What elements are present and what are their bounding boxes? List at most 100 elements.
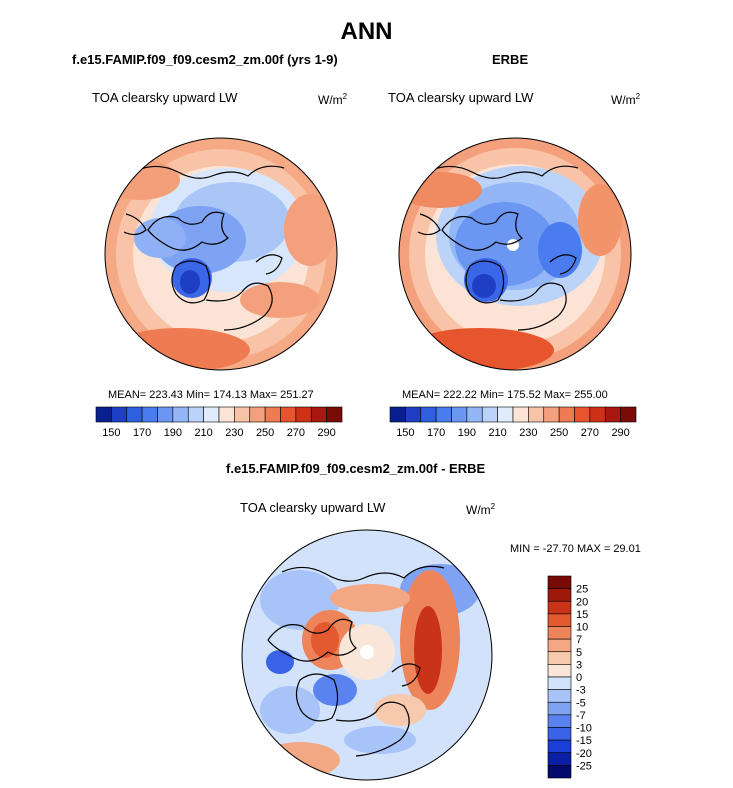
model-colorbar-label: 150 xyxy=(102,427,120,439)
obs-colorbar-swatch xyxy=(604,406,621,423)
diff-colorbar-label: -3 xyxy=(576,685,586,697)
diff-colorbar-swatch xyxy=(547,739,572,754)
obs-colorbar-swatch xyxy=(420,406,437,423)
model-colorbar-label: 270 xyxy=(287,427,305,439)
model-variable-label: TOA clearsky upward LW xyxy=(92,90,238,105)
model-colorbar-swatch xyxy=(157,406,174,423)
diff-colorbar-label: 0 xyxy=(576,672,582,684)
diff-colorbar-label: 10 xyxy=(576,622,588,634)
model-colorbar-swatch xyxy=(111,406,128,423)
model-colorbar-label: 250 xyxy=(256,427,274,439)
model-colorbar-label: 290 xyxy=(317,427,335,439)
model-colorbar-swatch xyxy=(126,406,143,423)
diff-map-border xyxy=(241,529,493,781)
obs-colorbar-label: 230 xyxy=(519,427,537,439)
diff-colorbar-label: 20 xyxy=(576,596,588,608)
diff-stats: MIN = -27.70 MAX = 29.01 xyxy=(510,543,641,555)
diff-colorbar-swatch xyxy=(547,676,572,690)
obs-map-border xyxy=(398,137,632,371)
obs-colorbar-label: 270 xyxy=(581,427,599,439)
diff-colorbar-label: -5 xyxy=(576,697,586,709)
model-colorbar-swatch xyxy=(172,406,189,423)
model-map-border xyxy=(104,137,338,371)
obs-colorbar-swatch xyxy=(405,406,422,423)
obs-colorbar-swatch xyxy=(543,406,560,423)
diff-colorbar-swatch xyxy=(547,664,572,678)
model-colorbar-swatch xyxy=(141,406,158,423)
diff-colorbar-swatch xyxy=(547,651,572,665)
diff-colorbar-label: 15 xyxy=(576,609,588,621)
diff-colorbar-swatch xyxy=(547,638,572,653)
main-title: ANN xyxy=(340,18,393,45)
diff-colorbar-swatch xyxy=(547,600,572,615)
obs-colorbar-swatch xyxy=(497,406,514,423)
diff-colorbar-label: -7 xyxy=(576,710,586,722)
model-colorbar-swatch xyxy=(326,406,343,423)
model-colorbar-swatch xyxy=(264,406,281,423)
obs-colorbar-swatch xyxy=(589,406,606,423)
obs-colorbar-label: 210 xyxy=(488,427,506,439)
obs-colorbar-swatch xyxy=(451,406,468,423)
obs-coastlines xyxy=(417,165,579,331)
obs-colorbar-swatch xyxy=(558,406,575,423)
diff-colorbar-swatch xyxy=(547,727,572,741)
diff-units: W/m2 xyxy=(466,502,496,517)
obs-colorbar-swatch xyxy=(466,406,483,423)
obs-colorbar-label: 170 xyxy=(427,427,445,439)
diff-colorbar-label: -25 xyxy=(576,760,592,772)
obs-units: W/m2 xyxy=(611,92,641,107)
model-colorbar-swatch xyxy=(295,406,312,423)
obs-colorbar-swatch xyxy=(574,406,591,423)
obs-colorbar-label: 150 xyxy=(396,427,414,439)
obs-colorbar-label: 190 xyxy=(458,427,476,439)
diff-colorbar-label: 25 xyxy=(576,584,588,596)
obs-colorbar-swatch xyxy=(620,406,637,423)
model-case-title: f.e15.FAMIP.f09_f09.cesm2_zm.00f (yrs 1-… xyxy=(72,52,338,67)
obs-map xyxy=(399,138,631,370)
obs-colorbar-swatch xyxy=(512,406,529,423)
diff-colorbar-label: -20 xyxy=(576,748,592,760)
model-map xyxy=(105,138,337,370)
model-colorbar-label: 210 xyxy=(194,427,212,439)
diff-colorbar-swatch xyxy=(547,689,572,703)
obs-variable-label: TOA clearsky upward LW xyxy=(388,90,534,105)
diff-colorbar-swatch xyxy=(547,575,572,589)
model-colorbar-swatch xyxy=(234,406,251,423)
model-colorbar-swatch xyxy=(310,406,327,423)
diff-colorbar-label: -15 xyxy=(576,735,592,747)
obs-colorbar-swatch xyxy=(389,406,406,423)
model-colorbar-swatch xyxy=(95,406,112,423)
model-stats: MEAN= 223.43 Min= 174.13 Max= 251.27 xyxy=(108,389,314,401)
obs-colorbar-label: 290 xyxy=(611,427,629,439)
obs-colorbar-swatch xyxy=(481,406,498,423)
diff-colorbar-swatch xyxy=(547,613,572,627)
model-coastlines xyxy=(123,165,285,331)
model-colorbar-label: 230 xyxy=(225,427,243,439)
diff-colorbar-swatch xyxy=(547,714,572,728)
model-colorbar-swatch xyxy=(218,406,235,423)
model-colorbar: 150 170 190 210 230 250 270 290 xyxy=(95,406,343,439)
diff-coastlines xyxy=(267,565,445,757)
diff-colorbar-label: 5 xyxy=(576,647,582,659)
diff-colorbar-label: -10 xyxy=(576,723,592,735)
obs-colorbar: 150 170 190 210 230 250 270 290 xyxy=(389,406,637,439)
diff-colorbar-swatch xyxy=(547,765,572,779)
diff-colorbar-swatch xyxy=(547,752,572,766)
diff-colorbar-label: 3 xyxy=(576,659,582,671)
model-colorbar-swatch xyxy=(203,406,220,423)
model-colorbar-swatch xyxy=(249,406,266,423)
diff-colorbar-swatch xyxy=(547,588,572,602)
diff-colorbar-swatch xyxy=(547,626,572,640)
model-colorbar-label: 170 xyxy=(133,427,151,439)
diff-colorbar-swatch xyxy=(547,701,572,716)
diff-colorbar-label: 7 xyxy=(576,634,582,646)
model-colorbar-swatch xyxy=(187,406,204,423)
diff-map xyxy=(242,530,492,780)
model-colorbar-swatch xyxy=(280,406,297,423)
obs-colorbar-swatch xyxy=(528,406,545,423)
diff-case-title: f.e15.FAMIP.f09_f09.cesm2_zm.00f - ERBE xyxy=(226,461,486,476)
obs-case-title: ERBE xyxy=(492,52,529,67)
obs-colorbar-label: 250 xyxy=(550,427,568,439)
